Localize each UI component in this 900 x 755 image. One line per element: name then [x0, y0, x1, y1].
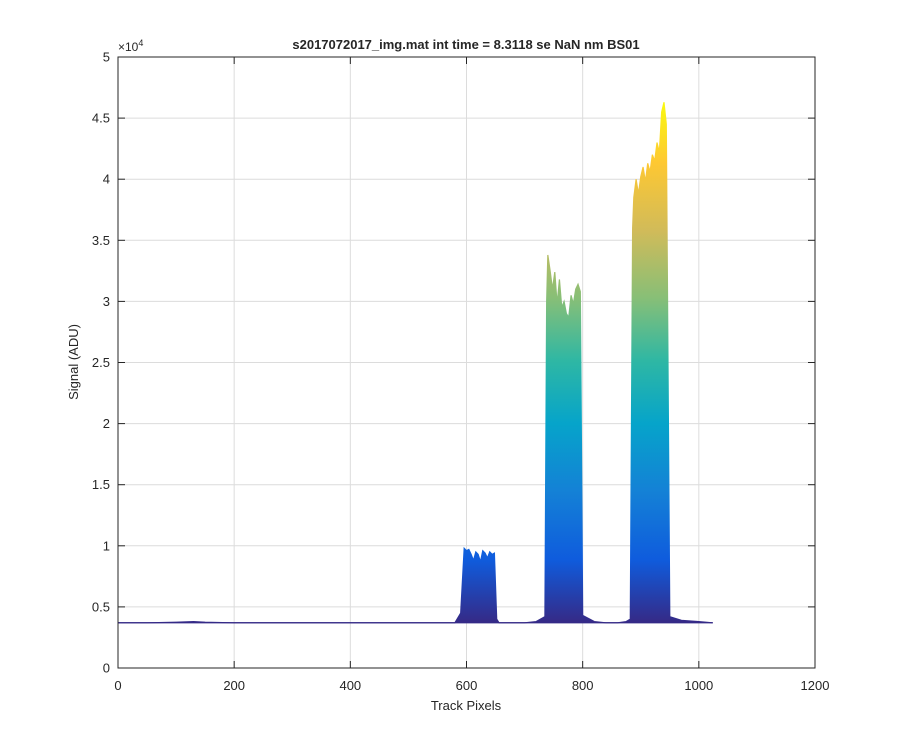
x-tick-label: 800	[572, 678, 594, 693]
x-tick-label: 200	[223, 678, 245, 693]
y-tick-label: 3	[103, 294, 110, 309]
tick-labels: 0 200 400 600 800 1000 1200 0 0.5 1 1.5 2 2.5 3 3.5 4 4.…	[92, 50, 830, 694]
x-tick-label: 1000	[684, 678, 713, 693]
y-tick-label: 0.5	[92, 599, 110, 614]
grid-lines	[118, 57, 815, 668]
series-0-area	[118, 102, 713, 623]
y-tick-label: 1.5	[92, 477, 110, 492]
y-tick-label: 2	[103, 416, 110, 431]
x-tick-label: 0	[114, 678, 121, 693]
y-tick-label: 4.5	[92, 111, 110, 126]
y-axis-label: Signal (ADU)	[66, 324, 81, 400]
x-axis-label: Track Pixels	[431, 698, 502, 713]
y-exponent-label: ×104	[118, 38, 143, 54]
chart-title: s2017072017_img.mat int time = 8.3118 se…	[292, 37, 639, 52]
data-layer	[118, 102, 713, 624]
x-tick-label: 600	[456, 678, 478, 693]
y-tick-label: 2.5	[92, 355, 110, 370]
x-tick-label: 400	[339, 678, 361, 693]
y-tick-label: 4	[103, 172, 110, 187]
y-tick-label: 5	[103, 50, 110, 65]
y-tick-label: 0	[103, 661, 110, 676]
y-tick-label: 1	[103, 538, 110, 553]
x-tick-label: 1200	[801, 678, 830, 693]
y-tick-label: 3.5	[92, 233, 110, 248]
axis-ticks	[117, 56, 816, 669]
